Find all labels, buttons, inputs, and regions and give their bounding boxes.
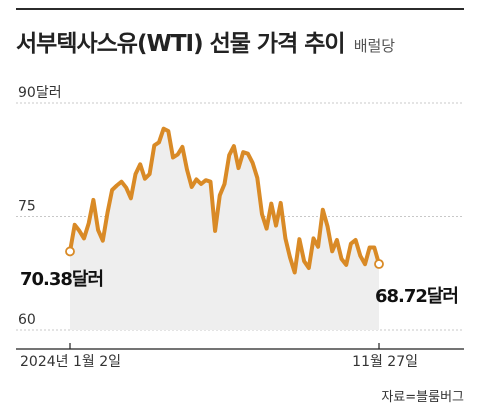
end-point-marker — [374, 259, 384, 269]
x-label-end: 11월 27일 — [352, 354, 418, 370]
end-value-label: 68.72달러 — [375, 286, 458, 307]
start-point-marker — [65, 246, 75, 257]
x-label-start: 2024년 1월 2일 — [20, 354, 121, 370]
area-fill — [70, 128, 379, 330]
source-note: 자료=블룸버그 — [381, 390, 464, 405]
top-rule — [16, 8, 464, 10]
price-line — [68, 126, 381, 275]
chart-header: 서부텍사스유(WTI) 선물 가격 추이 배럴당 — [16, 24, 395, 58]
y-tick-label-1: 75 — [18, 199, 36, 215]
y-tick-label-2: 60 — [18, 312, 36, 328]
y-tick-label-0: 90달러 — [18, 85, 62, 101]
y-axis-labels: 90달러 75 60 — [18, 85, 62, 328]
unit-label: 배럴당 — [353, 37, 396, 55]
chart-title: 서부텍사스유(WTI) 선물 가격 추이 — [16, 31, 346, 57]
start-value-label: 70.38달러 — [20, 269, 103, 290]
